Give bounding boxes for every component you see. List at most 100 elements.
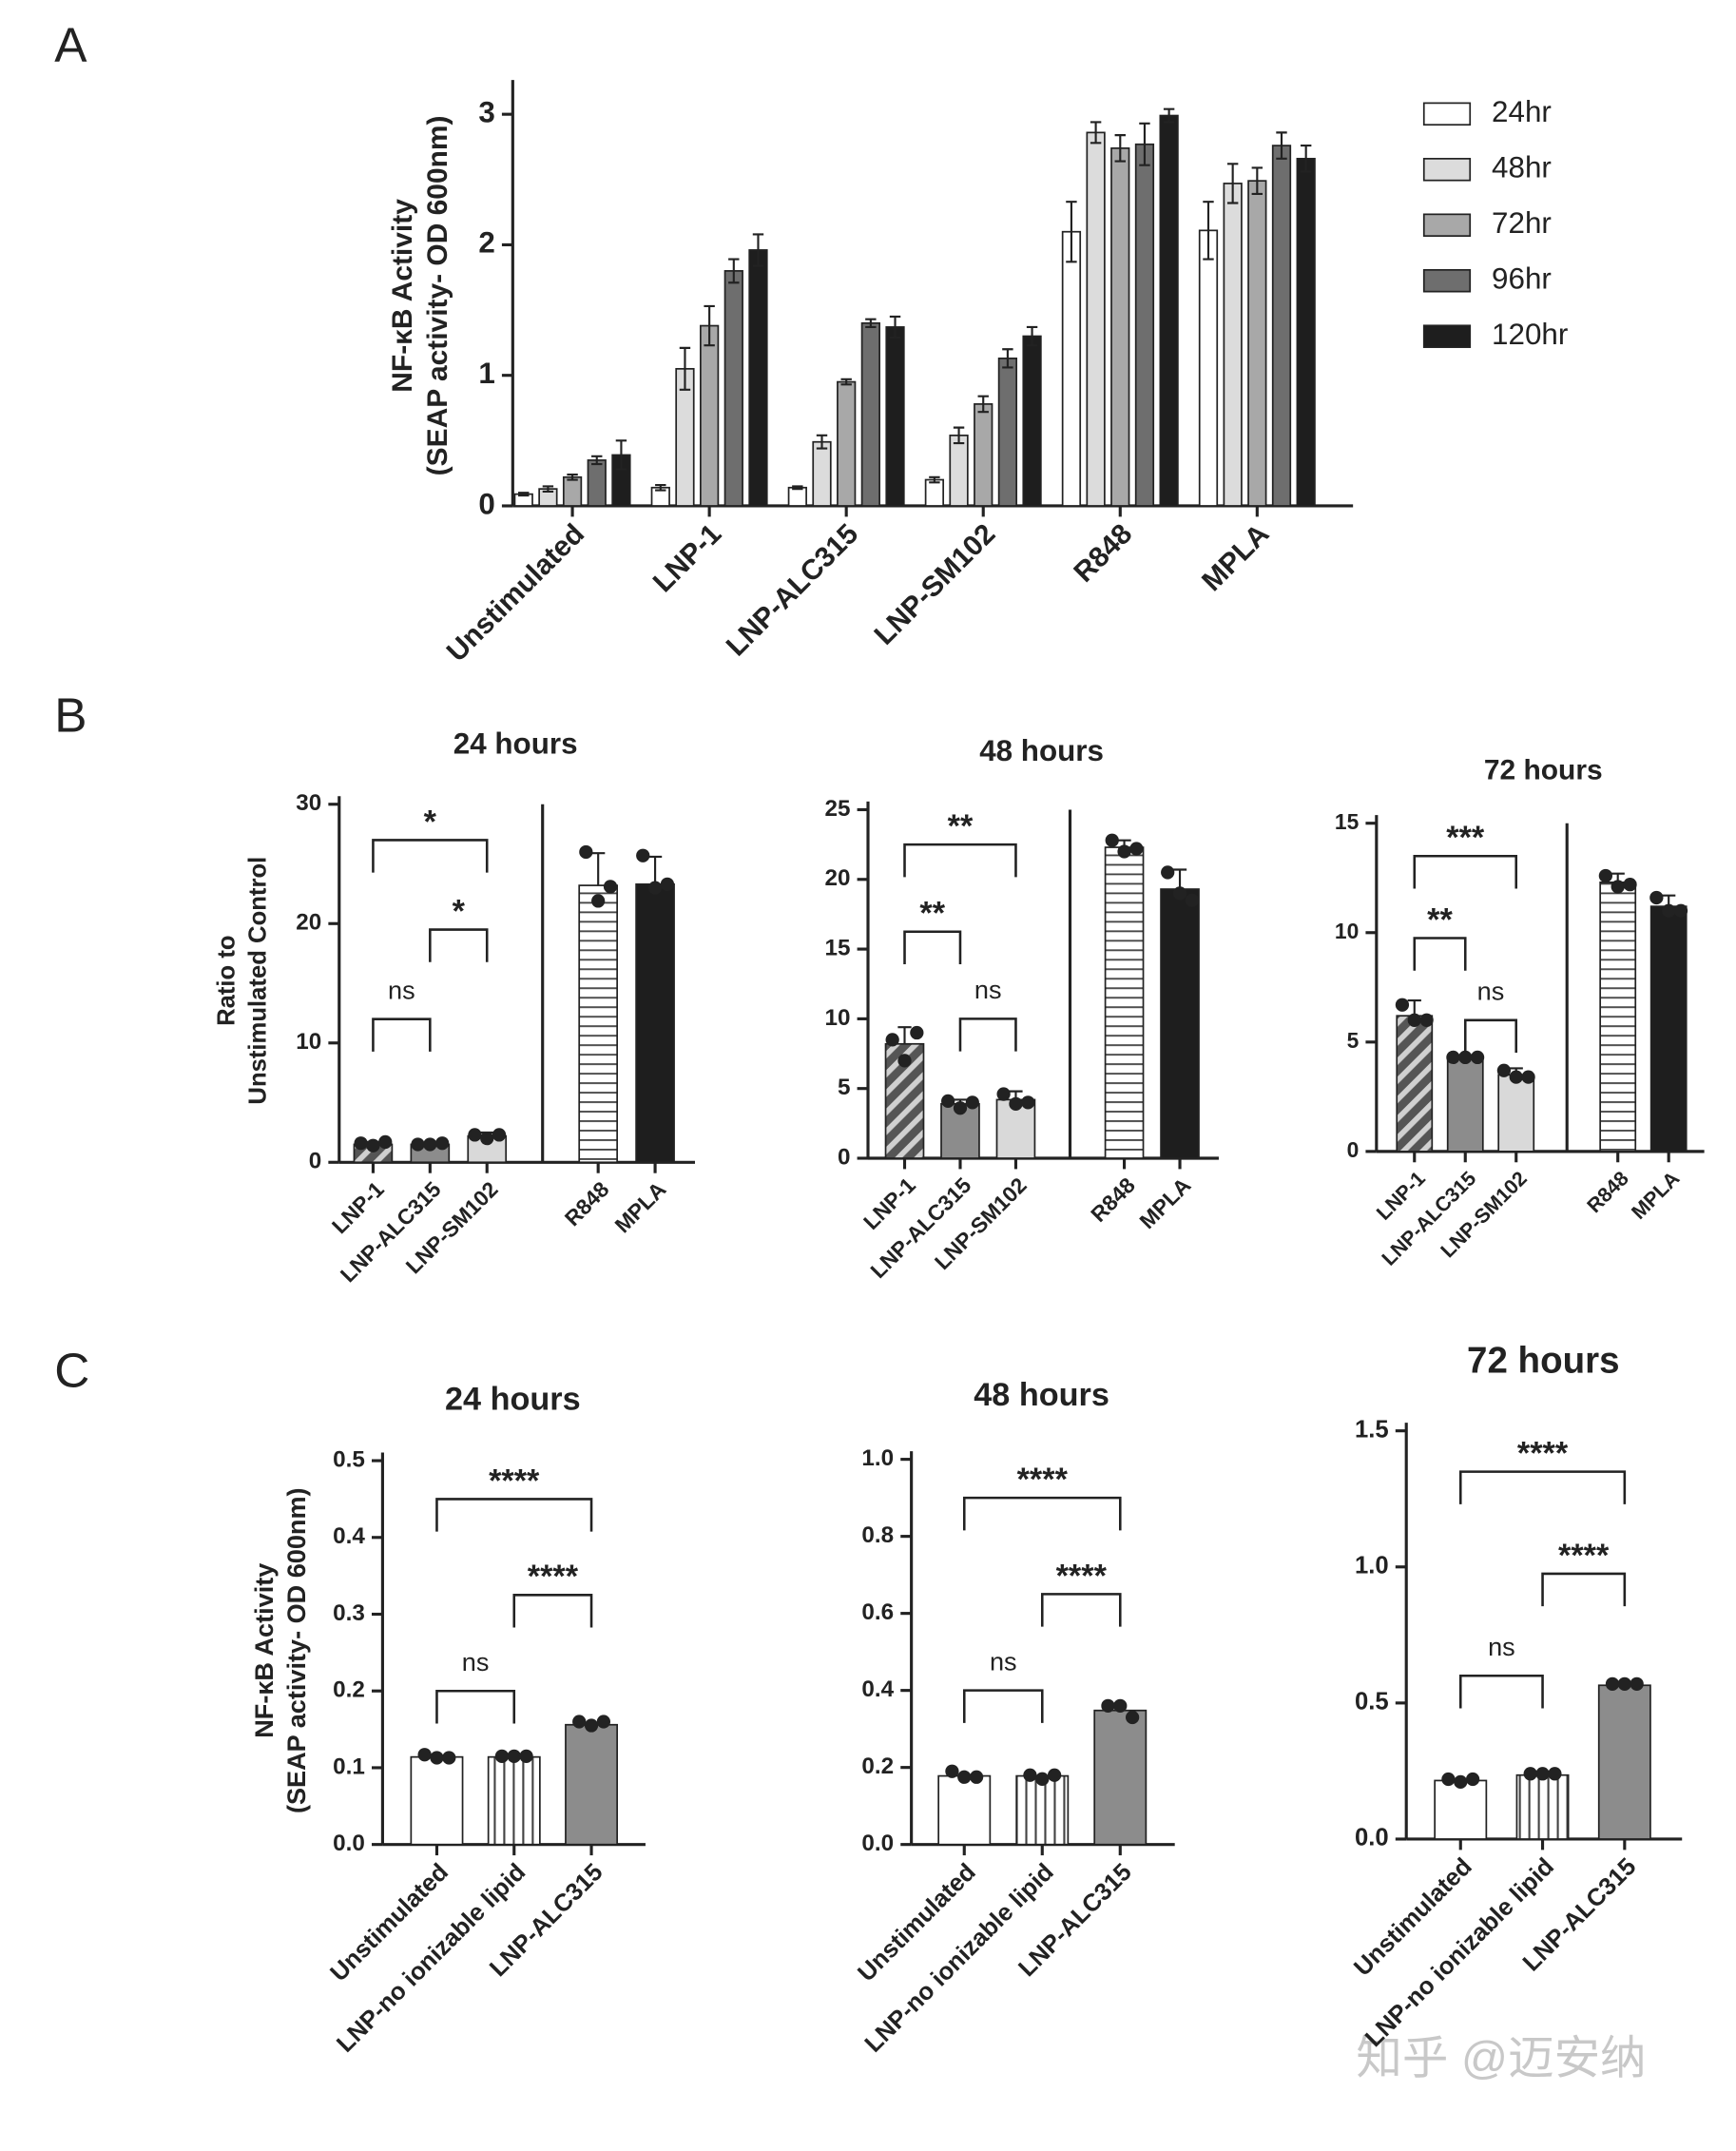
- data-point: [1617, 1676, 1631, 1691]
- x-tick-label: Unstimulated: [441, 518, 590, 668]
- bar: [1650, 906, 1687, 1152]
- x-tick-label: LNP-SM102: [869, 518, 1002, 651]
- data-point: [492, 1128, 507, 1142]
- y-axis-label: NF-κB Activity: [387, 199, 418, 393]
- significance-label: **: [1427, 901, 1453, 938]
- legend-label: 48hr: [1492, 151, 1552, 184]
- significance-label: ****: [1558, 1538, 1610, 1574]
- bar: [700, 324, 720, 507]
- data-point: [591, 894, 606, 908]
- bar: [1247, 180, 1267, 507]
- data-point: [1185, 893, 1199, 907]
- data-point: [1117, 844, 1131, 859]
- y-axis-label: (SEAP activity- OD 600nm): [422, 116, 453, 476]
- bar-hatch: [1397, 1016, 1433, 1152]
- data-point: [1035, 1772, 1050, 1786]
- data-point: [647, 881, 663, 895]
- y-tick-label: 0.2: [861, 1754, 894, 1779]
- legend-label: 96hr: [1492, 262, 1552, 296]
- y-tick-label: 10: [824, 1005, 850, 1031]
- error-bar: [1203, 201, 1214, 261]
- data-point: [1161, 865, 1175, 880]
- bar-hatch: [1105, 847, 1144, 1158]
- data-point: [1521, 1070, 1535, 1084]
- bar: [723, 270, 743, 507]
- data-point: [941, 1094, 955, 1109]
- significance-bracket: [903, 930, 962, 964]
- x-tick-label: R848: [1068, 518, 1138, 589]
- x-tick-label: LNP-ALC315: [721, 518, 865, 663]
- y-tick-label: 1.0: [1355, 1553, 1389, 1579]
- data-point: [1101, 1698, 1115, 1713]
- significance-bracket: [1413, 854, 1518, 889]
- x-tick-label: R848: [1583, 1167, 1633, 1217]
- bar: [837, 380, 857, 507]
- data-point: [1598, 868, 1612, 883]
- significance-bracket: [372, 839, 489, 873]
- y-axis-label: (SEAP activity- OD 600nm): [281, 1487, 311, 1813]
- bar: [924, 478, 945, 507]
- significance-bracket: [958, 1017, 1017, 1052]
- data-point: [910, 1025, 924, 1040]
- error-bar: [929, 475, 940, 484]
- y-tick-label: 0.0: [861, 1831, 894, 1856]
- y-tick-label: 0.3: [333, 1600, 365, 1626]
- data-point: [494, 1749, 510, 1763]
- bar: [1086, 131, 1106, 507]
- bar: [1296, 157, 1316, 507]
- significance-label: ns: [388, 975, 415, 1004]
- bar: [565, 1724, 618, 1845]
- significance-bracket: [512, 1594, 593, 1628]
- error-bar: [1002, 348, 1013, 369]
- data-point: [660, 877, 675, 891]
- x-tick-label: MPLA: [1196, 518, 1275, 597]
- legend-label: 24hr: [1492, 95, 1552, 128]
- error-bar: [1066, 201, 1077, 263]
- significance-label: ns: [1488, 1632, 1515, 1661]
- y-tick-label: 0.8: [861, 1522, 894, 1548]
- error-bar: [1276, 131, 1287, 160]
- y-tick-label: 15: [1335, 809, 1360, 834]
- bar: [1159, 114, 1179, 507]
- data-point: [1172, 886, 1187, 901]
- data-point: [366, 1138, 380, 1153]
- data-point: [969, 1770, 984, 1784]
- bar: [1598, 1685, 1650, 1839]
- significance-bracket: [372, 1017, 432, 1052]
- error-bar: [655, 483, 666, 492]
- bar: [411, 1756, 463, 1845]
- data-point: [1105, 833, 1119, 847]
- data-point: [411, 1137, 425, 1152]
- data-point: [897, 1054, 912, 1068]
- bar-hatch: [488, 1756, 540, 1845]
- y-tick-label: 0.2: [333, 1677, 365, 1703]
- significance-label: ns: [974, 975, 1002, 1004]
- bar: [1223, 183, 1243, 507]
- bar: [1094, 1710, 1147, 1845]
- significance-bracket: [435, 1689, 516, 1724]
- data-point: [996, 1087, 1011, 1101]
- data-point: [1465, 1772, 1480, 1787]
- data-point: [579, 844, 593, 860]
- significance-bracket: [435, 1498, 593, 1532]
- y-axis-label: NF-κB Activity: [249, 1563, 279, 1738]
- data-point: [430, 1751, 444, 1765]
- significance-bracket: [962, 1689, 1044, 1723]
- error-bar: [1300, 145, 1312, 173]
- error-bar: [647, 855, 663, 884]
- data-point: [468, 1128, 482, 1142]
- data-point: [1419, 1013, 1434, 1027]
- error-bar: [897, 1026, 912, 1044]
- data-point: [1047, 1768, 1062, 1782]
- bar-hatch: [1516, 1774, 1569, 1839]
- bar: [1198, 229, 1219, 507]
- y-tick-label: 0: [1347, 1137, 1360, 1162]
- significance-bracket: [1463, 1018, 1518, 1054]
- y-tick-label: 25: [824, 796, 850, 822]
- significance-label: **: [948, 808, 974, 844]
- significance-bracket: [1413, 937, 1467, 971]
- data-point: [435, 1136, 450, 1151]
- data-point: [1125, 1710, 1140, 1725]
- data-point: [1441, 1772, 1456, 1787]
- legend-swatch: [1422, 268, 1472, 293]
